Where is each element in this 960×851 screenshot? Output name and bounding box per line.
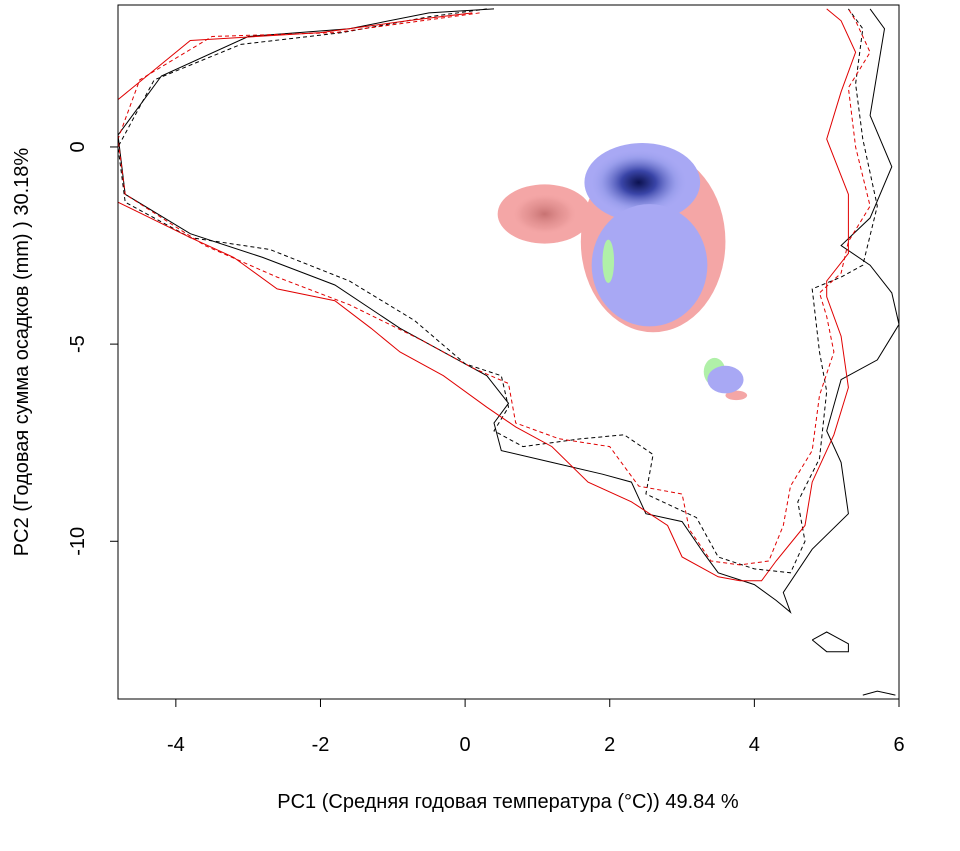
y-axis-label: PC2 (Годовая сумма осадков (mm) ) 30.18% [11,148,33,557]
contour-red-solid [118,8,857,582]
y-axis: 0 -5 -10 [67,141,119,556]
contour-red-dashed [118,8,871,566]
contour-black-solid [118,8,899,614]
x-axis-label: PC1 (Средняя годовая температура (°C)) 4… [277,791,739,813]
x-tick-label: -2 [312,734,330,756]
x-tick-label: -4 [167,734,185,756]
x-axis: -4 -2 0 2 4 6 [167,698,905,756]
x-tick-label: 0 [460,734,471,756]
x-tick-label: 4 [749,734,760,756]
contour-black-dashed [118,8,878,574]
density-core-blue [589,148,688,216]
y-tick-label: -5 [67,335,89,353]
plot-area [118,8,899,696]
density-region-blue [591,204,708,327]
density-region-green [602,239,615,283]
density-region-red [725,390,748,401]
plot-frame [117,4,900,700]
contour-black-solid [862,690,896,696]
x-tick-label: 2 [604,734,615,756]
density-layer [497,143,748,401]
density-region-blue [707,365,744,394]
x-tick-label: 6 [893,734,904,756]
contour-black-solid [811,631,849,653]
y-tick-label: 0 [67,141,89,152]
density-core-red [511,193,578,235]
contour-layer [118,8,899,696]
y-tick-label: -10 [67,527,89,556]
